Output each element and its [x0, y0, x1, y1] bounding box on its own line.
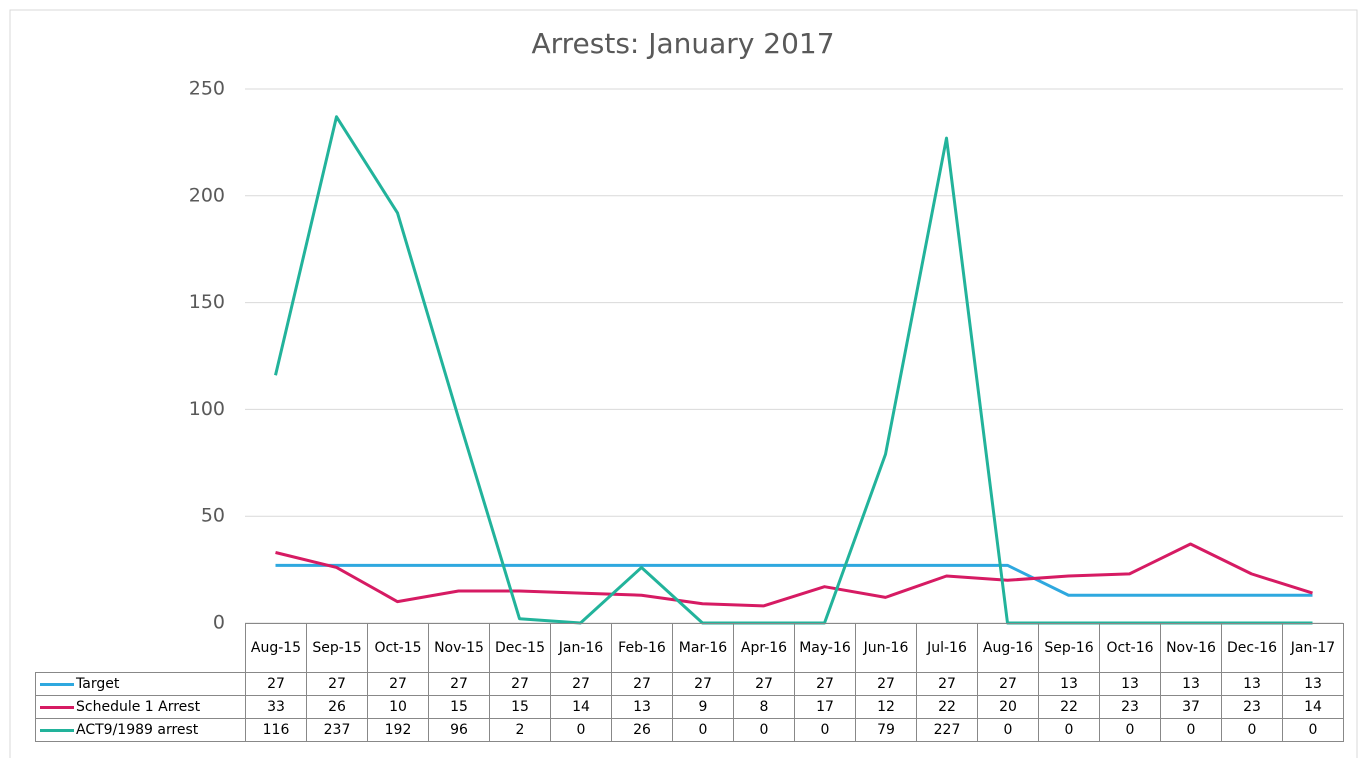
value-cell: 96: [428, 718, 490, 742]
value-cell: 0: [672, 718, 734, 742]
category-label: Nov-16: [1160, 623, 1222, 673]
table-row: Schedule 1 Arrest 33 26 10 15 15 14 13 9 8 17 12 22 2…: [35, 695, 1344, 719]
legend-key: [40, 682, 74, 686]
value-cell: 37: [1160, 695, 1222, 719]
category-label: Jan-16: [550, 623, 612, 673]
value-cell: 27: [367, 672, 429, 696]
value-cell: 0: [1038, 718, 1100, 742]
value-cell: 27: [428, 672, 490, 696]
value-cell: 23: [1221, 695, 1283, 719]
category-label: Feb-16: [611, 623, 673, 673]
category-label: Apr-16: [733, 623, 795, 673]
value-cell: 237: [306, 718, 368, 742]
value-cell: 23: [1099, 695, 1161, 719]
category-label: Jul-16: [916, 623, 978, 673]
y-tick-label: 250: [189, 78, 225, 100]
category-label: Jan-17: [1282, 623, 1344, 673]
value-cell: 2: [489, 718, 551, 742]
value-cell: 33: [245, 695, 307, 719]
value-cell: 0: [794, 718, 856, 742]
legend-label: Target: [76, 676, 120, 692]
y-tick-label: 50: [201, 505, 225, 527]
value-cell: 13: [1282, 672, 1344, 696]
value-cell: 0: [1160, 718, 1222, 742]
legend-entry: Schedule 1 Arrest: [35, 695, 246, 719]
legend-key: [40, 728, 74, 732]
value-cell: 27: [550, 672, 612, 696]
legend-entry: Target: [35, 672, 246, 696]
value-cell: 13: [1099, 672, 1161, 696]
category-label: Sep-15: [306, 623, 368, 673]
value-cell: 27: [611, 672, 673, 696]
category-label: Sep-16: [1038, 623, 1100, 673]
series-line: [274, 115, 1313, 625]
value-cell: 27: [977, 672, 1039, 696]
value-cell: 27: [733, 672, 795, 696]
value-cell: 14: [550, 695, 612, 719]
value-cell: 26: [306, 695, 368, 719]
value-cell: 13: [1038, 672, 1100, 696]
category-label: Jun-16: [855, 623, 917, 673]
value-cell: 17: [794, 695, 856, 719]
table-corner: [35, 623, 246, 673]
value-cell: 13: [1221, 672, 1283, 696]
value-cell: 26: [611, 718, 673, 742]
y-tick-label: 150: [189, 291, 225, 313]
value-cell: 13: [1160, 672, 1222, 696]
value-cell: 27: [794, 672, 856, 696]
category-label: Dec-15: [489, 623, 551, 673]
value-cell: 10: [367, 695, 429, 719]
value-cell: 13: [611, 695, 673, 719]
value-cell: 0: [733, 718, 795, 742]
category-label: Oct-16: [1099, 623, 1161, 673]
category-label: Aug-15: [245, 623, 307, 673]
value-cell: 15: [428, 695, 490, 719]
y-tick-label: 100: [189, 398, 225, 420]
value-cell: 79: [855, 718, 917, 742]
value-cell: 116: [245, 718, 307, 742]
table-row: Target 27 27 27 27 27 27 27 27 27 27 27 27 27 13 13 13 13…: [35, 672, 1344, 696]
value-cell: 15: [489, 695, 551, 719]
category-label: Mar-16: [672, 623, 734, 673]
data-table: Aug-15 Sep-15 Oct-15 Nov-15 Dec-15 Jan-16 Feb-…: [35, 623, 1344, 742]
value-cell: 0: [550, 718, 612, 742]
value-cell: 27: [855, 672, 917, 696]
chart-border: [9, 9, 1358, 758]
value-cell: 27: [306, 672, 368, 696]
value-cell: 27: [489, 672, 551, 696]
legend-label: ACT9/1989 arrest: [76, 722, 199, 738]
value-cell: 22: [916, 695, 978, 719]
value-cell: 0: [1099, 718, 1161, 742]
legend-key: [40, 705, 74, 709]
category-label: Dec-16: [1221, 623, 1283, 673]
value-cell: 20: [977, 695, 1039, 719]
value-cell: 227: [916, 718, 978, 742]
value-cell: 12: [855, 695, 917, 719]
table-header-row: Aug-15 Sep-15 Oct-15 Nov-15 Dec-15 Jan-16 Feb-…: [35, 623, 1344, 673]
category-label: Oct-15: [367, 623, 429, 673]
value-cell: 27: [916, 672, 978, 696]
value-cell: 0: [977, 718, 1039, 742]
category-label: Aug-16: [977, 623, 1039, 673]
value-cell: 27: [245, 672, 307, 696]
value-cell: 8: [733, 695, 795, 719]
chart-title: Arrests: January 2017: [531, 27, 834, 60]
legend-label: Schedule 1 Arrest: [76, 699, 201, 715]
series-line: [275, 563, 1313, 597]
category-label: May-16: [794, 623, 856, 673]
value-cell: 0: [1221, 718, 1283, 742]
value-cell: 9: [672, 695, 734, 719]
table-row: ACT9/1989 arrest 116 237 192 96 2 0 26 0 0 0 79 227 0…: [35, 718, 1344, 742]
value-cell: 27: [672, 672, 734, 696]
value-cell: 0: [1282, 718, 1344, 742]
series-line: [275, 542, 1313, 608]
value-cell: 14: [1282, 695, 1344, 719]
value-cell: 192: [367, 718, 429, 742]
legend-entry: ACT9/1989 arrest: [35, 718, 246, 742]
category-label: Nov-15: [428, 623, 490, 673]
y-tick-label: 200: [189, 184, 225, 206]
value-cell: 22: [1038, 695, 1100, 719]
